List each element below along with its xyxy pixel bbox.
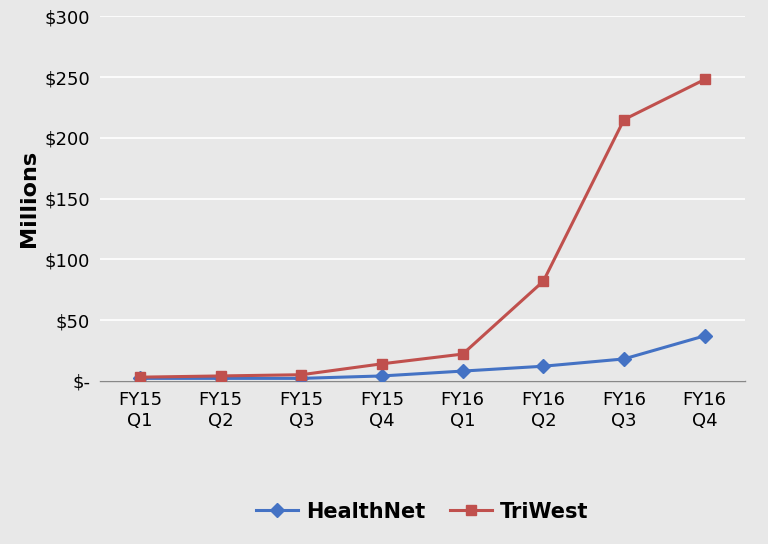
TriWest	[217, 373, 226, 379]
Legend: HealthNet, TriWest: HealthNet, TriWest	[248, 493, 597, 530]
Y-axis label: Millions: Millions	[18, 150, 39, 247]
HealthNet	[135, 375, 144, 382]
Line: TriWest: TriWest	[135, 75, 710, 382]
Line: HealthNet: HealthNet	[135, 331, 710, 383]
HealthNet	[700, 332, 710, 339]
TriWest	[378, 361, 387, 367]
HealthNet	[619, 356, 628, 362]
HealthNet	[539, 363, 548, 369]
TriWest	[135, 374, 144, 380]
HealthNet	[458, 368, 467, 374]
TriWest	[700, 76, 710, 83]
TriWest	[619, 116, 628, 123]
HealthNet	[296, 375, 306, 382]
TriWest	[539, 278, 548, 285]
TriWest	[458, 351, 467, 357]
HealthNet	[378, 373, 387, 379]
TriWest	[296, 372, 306, 378]
HealthNet	[217, 375, 226, 382]
